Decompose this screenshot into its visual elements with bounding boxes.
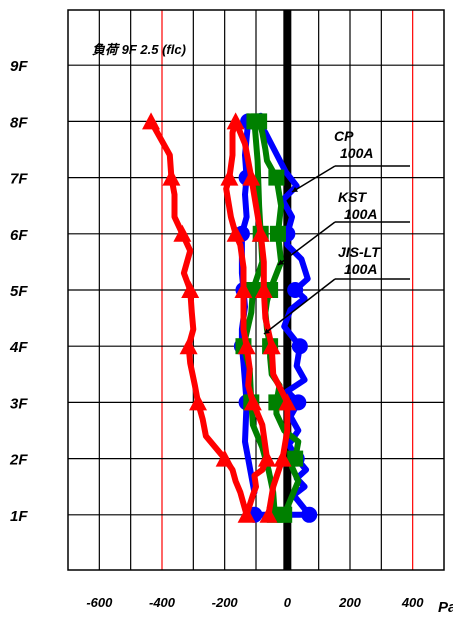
series-jis-lt-100a: [142, 112, 297, 523]
y-tick-label: 1F: [10, 508, 28, 525]
y-tick-label: 3F: [10, 395, 28, 412]
data-point: [162, 168, 181, 186]
chart-title: 負荷 9F 2.5 (flc): [92, 42, 186, 57]
data-series: [142, 112, 318, 523]
x-tick-label: 200: [338, 595, 361, 610]
data-point: [189, 393, 208, 411]
data-point: [226, 224, 245, 242]
data-point: [220, 168, 239, 186]
data-point: [251, 224, 270, 242]
annotation-text: 100A: [344, 206, 377, 222]
annotation-text: KST: [338, 189, 367, 205]
y-tick-label: 5F: [10, 283, 28, 300]
data-point: [173, 224, 192, 242]
data-point: [290, 394, 307, 411]
data-point: [268, 394, 285, 411]
annotation-leader: [291, 165, 336, 193]
data-point: [287, 282, 304, 298]
annotation-arrowhead: [278, 259, 284, 265]
y-tick-label: 4F: [9, 339, 28, 356]
data-point: [243, 393, 262, 411]
data-point: [291, 338, 308, 355]
data-point: [181, 281, 200, 298]
y-tick-label: 8F: [10, 114, 28, 131]
annotation-arrowhead: [264, 328, 270, 334]
x-tick-label: 400: [401, 595, 424, 610]
data-point: [237, 505, 256, 523]
x-tick-label: -400: [149, 595, 176, 610]
data-point: [242, 168, 261, 186]
data-point: [301, 506, 318, 523]
annotation-arrowhead: [292, 186, 298, 192]
series-line: [148, 118, 291, 518]
data-point: [254, 281, 273, 298]
labels: 1F 2F 3F 4F 5F 6F 7F 8F 9F -600 -400 -200 0 200 400 Pa 負…: [9, 42, 453, 616]
data-point: [142, 112, 161, 130]
data-point: [269, 225, 286, 242]
x-tick-label: -200: [212, 595, 239, 610]
plot-frame: [67, 9, 445, 571]
annotation-text: 100A: [340, 145, 373, 161]
annotation-leader: [277, 221, 336, 266]
data-point: [234, 281, 253, 298]
data-point: [259, 505, 278, 523]
data-point: [246, 113, 263, 130]
data-point: [179, 337, 198, 355]
data-point: [215, 449, 234, 467]
annotation-text: 100A: [344, 261, 377, 277]
annotation-leader: [263, 278, 336, 335]
annotation-text: CP: [334, 128, 354, 144]
data-point: [278, 393, 297, 411]
annotation-text: JIS-LT: [338, 244, 381, 260]
data-point: [262, 337, 281, 355]
x-tick-label: -600: [86, 595, 113, 610]
data-point: [273, 449, 292, 467]
data-point: [257, 449, 276, 467]
data-point: [237, 337, 256, 355]
x-unit-label: Pa: [438, 599, 453, 616]
data-point: [226, 112, 245, 130]
y-tick-label: 9F: [10, 58, 28, 75]
y-tick-label: 6F: [10, 227, 28, 244]
data-point: [268, 169, 285, 186]
data-point: [287, 450, 304, 467]
x-tick-label: 0: [284, 595, 292, 610]
y-tick-label: 2F: [9, 452, 28, 469]
y-tick-label: 7F: [10, 171, 28, 188]
